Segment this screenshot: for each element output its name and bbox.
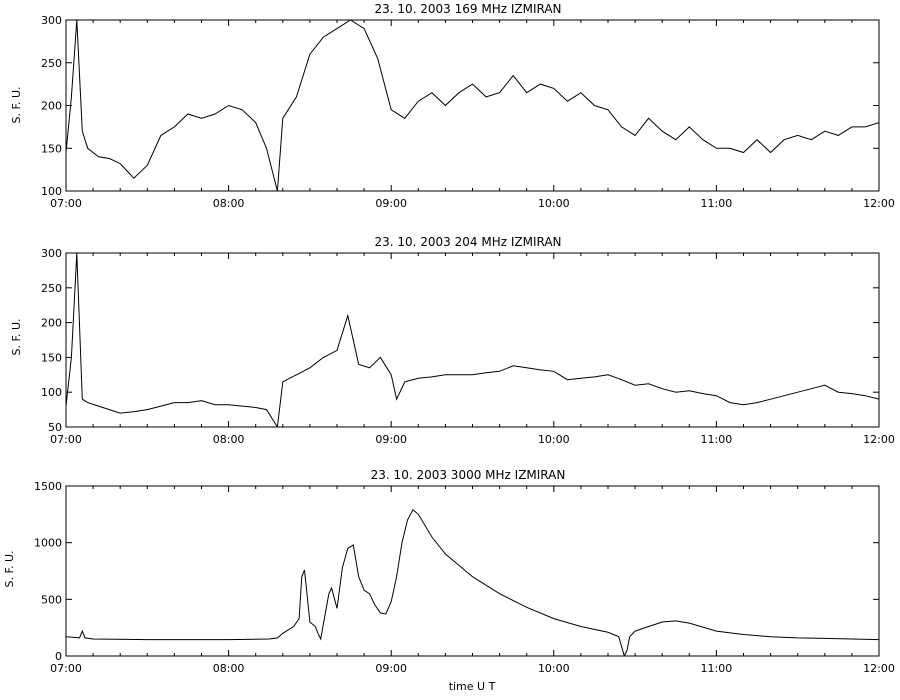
panel-204mhz-ytick-label-5: 300 (41, 247, 62, 260)
panel-3000mhz-ticks: 07:00 08:00 09:00 10:00 11:00 12:00 0 500 1000 15… (34, 480, 895, 675)
panel-3000mhz-xtick-label-4: 11:00 (701, 662, 733, 675)
panel-3000mhz: 23. 10. 2003 3000 MHz IZMIRAN S. F. U. 0… (3, 468, 895, 693)
panel-204mhz-ytick-label-0: 50 (48, 421, 62, 434)
panel-204mhz-xtick-label-5: 12:00 (863, 433, 895, 446)
panel-3000mhz-series-line-0 (66, 509, 879, 656)
panel-204mhz-ytick-label-3: 200 (41, 317, 62, 330)
panel-169mhz-ylabel: S. F. U. (10, 86, 23, 123)
panel-169mhz-xtick-label-3: 10:00 (538, 197, 570, 210)
panel-3000mhz-xlabel: time U T (449, 680, 496, 693)
panel-3000mhz-frame (65, 485, 880, 657)
panel-169mhz-title: 23. 10. 2003 169 MHz IZMIRAN (374, 2, 561, 16)
panel-3000mhz-ytick-label-0: 0 (55, 650, 62, 663)
panel-204mhz-frame (65, 252, 880, 428)
panel-3000mhz-xtick-label-5: 12:00 (863, 662, 895, 675)
panel-3000mhz-xtick-label-0: 07:00 (50, 662, 82, 675)
panel-169mhz-xtick-label-2: 09:00 (375, 197, 407, 210)
panel-3000mhz-ylabel: S. F. U. (3, 550, 16, 587)
panel-169mhz-ticks: 07:00 08:00 09:00 10:00 11:00 12:00 100 150 200 2… (41, 14, 895, 210)
panel-3000mhz-xtick-label-3: 10:00 (538, 662, 570, 675)
panel-204mhz-ytick-label-4: 250 (41, 282, 62, 295)
panel-204mhz-xtick-label-4: 11:00 (701, 433, 733, 446)
panel-169mhz-xtick-label-4: 11:00 (701, 197, 733, 210)
panel-169mhz-frame (65, 19, 880, 192)
panel-3000mhz-ytick-label-3: 1500 (34, 480, 62, 493)
panel-169mhz-xtick-label-5: 12:00 (863, 197, 895, 210)
panel-169mhz-ytick-label-0: 100 (41, 185, 62, 198)
panel-204mhz-xtick-label-0: 07:00 (50, 433, 82, 446)
panel-169mhz-series-line-0 (66, 20, 879, 191)
panel-204mhz-ylabel: S. F. U. (10, 318, 23, 355)
panel-169mhz: 23. 10. 2003 169 MHz IZMIRAN S. F. U. 07… (10, 2, 895, 210)
panel-169mhz-ytick-label-3: 250 (41, 57, 62, 70)
panel-3000mhz-xtick-label-1: 08:00 (213, 662, 245, 675)
panel-204mhz-ticks: 07:00 08:00 09:00 10:00 11:00 12:00 50 100 150 20… (41, 247, 895, 446)
panel-169mhz-ytick-label-2: 200 (41, 100, 62, 113)
panel-169mhz-xtick-label-1: 08:00 (213, 197, 245, 210)
panel-204mhz-series-line-0 (66, 253, 879, 427)
panel-204mhz-ytick-label-2: 150 (41, 351, 62, 364)
panel-169mhz-xtick-label-0: 07:00 (50, 197, 82, 210)
panel-204mhz: 23. 10. 2003 204 MHz IZMIRAN S. F. U. 07… (10, 235, 895, 446)
panel-204mhz-plot (66, 253, 879, 427)
panel-169mhz-ytick-label-4: 300 (41, 14, 62, 27)
panel-3000mhz-ytick-label-1: 500 (41, 593, 62, 606)
panel-3000mhz-plot (66, 509, 879, 656)
panel-204mhz-xtick-label-3: 10:00 (538, 433, 570, 446)
panel-204mhz-xtick-label-2: 09:00 (375, 433, 407, 446)
panel-169mhz-plot (66, 20, 879, 191)
panel-204mhz-ytick-label-1: 100 (41, 386, 62, 399)
panel-204mhz-xtick-label-1: 08:00 (213, 433, 245, 446)
panel-204mhz-title: 23. 10. 2003 204 MHz IZMIRAN (374, 235, 561, 249)
panel-3000mhz-xtick-label-2: 09:00 (375, 662, 407, 675)
panel-3000mhz-title: 23. 10. 2003 3000 MHz IZMIRAN (371, 468, 566, 482)
panel-3000mhz-ytick-label-2: 1000 (34, 537, 62, 550)
panel-169mhz-ytick-label-1: 150 (41, 142, 62, 155)
